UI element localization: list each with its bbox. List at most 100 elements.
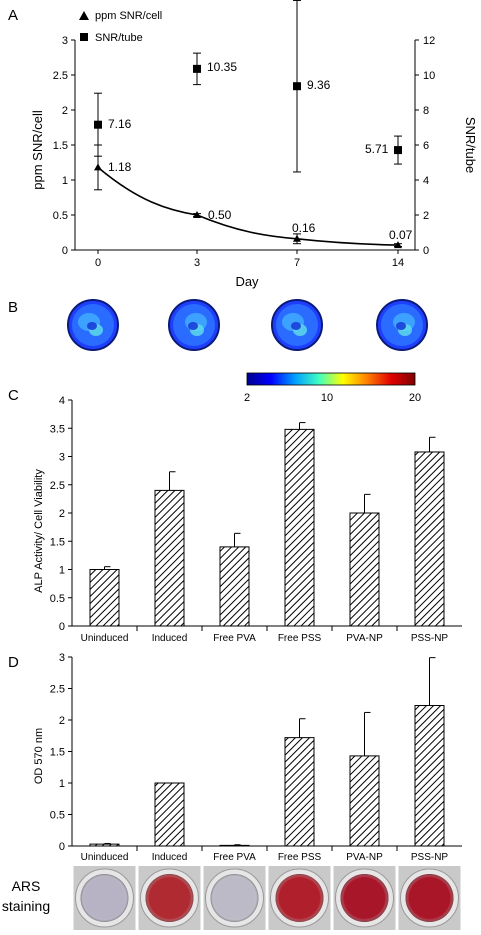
- panel-d-category-label: Induced: [152, 852, 188, 863]
- panel-d-category-label: Free PVA: [213, 852, 256, 863]
- colorbar-tick-label: 20: [409, 392, 421, 404]
- ars-well-shading: [210, 874, 259, 922]
- tube-data-label: 9.36: [307, 78, 331, 92]
- colorbar-tick-label: 2: [244, 392, 250, 404]
- colorbar-tick-label: 10: [321, 392, 333, 404]
- ppm-data-point: [394, 241, 402, 249]
- panel-label-a: A: [8, 7, 18, 24]
- panel-c-category-label: PVA-NP: [346, 633, 383, 644]
- panel-c-category-label: Uninduced: [81, 633, 129, 644]
- ppm-data-point: [94, 163, 102, 171]
- panel-a-x-tick-label: 14: [392, 257, 404, 269]
- panel-a-legend: ppm SNR/cell SNR/tube: [79, 10, 162, 44]
- panel-d-bar: [284, 737, 315, 847]
- panel-a-x-tick-label: 3: [194, 257, 200, 269]
- heatmap-cold-spot: [291, 322, 301, 330]
- legend-square-marker: [80, 33, 88, 41]
- ppm-data-label: 0.16: [292, 221, 316, 235]
- panel-d-category-label: PVA-NP: [346, 852, 383, 863]
- panel-c-chart: ALP Activity/ Cell Viability 0 0.5 1 1.5 2 2.…: [33, 395, 462, 644]
- panel-a-chart: ppm SNR/cell SNR/tube ppm SNR/cell SNR/t…: [30, 0, 478, 289]
- panel-b-heatmaps: 2 10 20: [67, 299, 428, 404]
- panel-a-right-tick-label: 6: [423, 140, 429, 152]
- panel-c-y-tick-label: 2.5: [50, 480, 65, 492]
- ars-well-shading: [275, 874, 324, 922]
- panel-d-y-tick-label: 1.5: [50, 747, 65, 759]
- panel-d-y-tick-label: 2.5: [50, 684, 65, 696]
- panel-a-x-axis-title: Day: [235, 274, 259, 289]
- tube-data-point: [293, 82, 301, 91]
- ars-well-shading: [340, 874, 389, 922]
- panel-d-category-label: Free PSS: [278, 852, 322, 863]
- day-7-scan: [271, 299, 323, 351]
- ars-well-shading: [405, 874, 454, 922]
- panel-a-left-tick-label: 1: [62, 175, 68, 187]
- ars-well-shading: [145, 874, 194, 922]
- panel-a-right-tick-label: 12: [423, 35, 435, 47]
- ppm-data-label: 0.07: [389, 228, 413, 242]
- panel-a-right-tick-label: 2: [423, 210, 429, 222]
- panel-c-category-label: Free PVA: [213, 633, 256, 644]
- tube-data-label: 5.71: [365, 142, 389, 156]
- panel-d-category-label: PSS-NP: [411, 852, 449, 863]
- panel-c-bar: [89, 569, 120, 627]
- panel-a-right-axis-title: SNR/tube: [463, 117, 478, 173]
- panel-d-y-tick-label: 2: [59, 715, 65, 727]
- panel-c-bar: [349, 512, 380, 627]
- tube-data-point: [394, 146, 402, 155]
- ppm-data-label: 1.18: [108, 160, 132, 174]
- panel-a-left-tick-label: 0: [62, 245, 68, 257]
- panel-d-category-label: Uninduced: [81, 852, 129, 863]
- panel-d-bar: [219, 844, 250, 847]
- ars-staining-row: ARS staining: [2, 866, 461, 930]
- panel-a-left-tick-label: 2: [62, 105, 68, 117]
- panel-c-y-axis-title: ALP Activity/ Cell Viability: [33, 469, 45, 593]
- panel-label-d: D: [8, 654, 19, 671]
- panel-c-bar: [414, 451, 445, 627]
- legend-triangle-marker: [79, 11, 89, 20]
- panel-d-bar: [89, 843, 120, 847]
- panel-d-y-tick-label: 0: [59, 841, 65, 853]
- panel-c-category-label: Free PSS: [278, 633, 322, 644]
- panel-label-b: B: [8, 299, 18, 316]
- ars-label-line-2: staining: [2, 898, 50, 914]
- panel-c-bar: [154, 489, 185, 627]
- heatmap-cold-spot: [396, 322, 406, 330]
- panel-d-y-tick-label: 0.5: [50, 810, 65, 822]
- ppm-data-label: 0.50: [208, 208, 232, 222]
- panel-a-right-tick-label: 0: [423, 245, 429, 257]
- tube-data-point: [193, 64, 201, 73]
- panel-d-chart: OD 570 nm 0 0.5 1 1.5 2 2.5 3 Uninduced Induced F…: [33, 652, 462, 863]
- panel-d-bar: [154, 782, 185, 847]
- tube-data-label: 7.16: [108, 117, 132, 131]
- heatmap-cold-spot: [188, 322, 198, 330]
- panel-label-c: C: [8, 387, 19, 404]
- panel-a-decay-fit-curve: [97, 166, 399, 246]
- day-0-scan: [67, 299, 119, 351]
- day-14-scan: [376, 299, 428, 351]
- day-3-scan: [168, 299, 220, 351]
- ppm-data-point: [293, 234, 301, 242]
- panel-a-x-tick-label: 0: [95, 257, 101, 269]
- panel-a-right-tick-label: 8: [423, 105, 429, 117]
- panel-c-category-label: Induced: [152, 633, 188, 644]
- panel-c-y-tick-label: 3.5: [50, 423, 65, 435]
- panel-a-right-tick-label: 10: [423, 70, 435, 82]
- ars-label-line-1: ARS: [12, 878, 41, 894]
- panel-c-y-tick-label: 4: [59, 395, 65, 407]
- panel-c-category-label: PSS-NP: [411, 633, 449, 644]
- legend-label-tube: SNR/tube: [95, 32, 143, 44]
- panel-a-left-tick-label: 2.5: [53, 70, 68, 82]
- panel-d-bar: [349, 755, 380, 847]
- panel-a-left-tick-label: 3: [62, 35, 68, 47]
- panel-d-y-axis-title: OD 570 nm: [33, 728, 45, 784]
- ars-well-shading: [80, 874, 129, 922]
- tube-data-label: 10.35: [207, 60, 237, 74]
- panel-a-left-tick-label: 0.5: [53, 210, 68, 222]
- colorbar: [246, 372, 416, 386]
- panel-c-y-tick-label: 1: [59, 565, 65, 577]
- panel-c-bar: [284, 428, 315, 627]
- heatmap-cold-spot: [87, 322, 97, 330]
- panel-c-y-tick-label: 2: [59, 508, 65, 520]
- ppm-data-point: [193, 211, 201, 218]
